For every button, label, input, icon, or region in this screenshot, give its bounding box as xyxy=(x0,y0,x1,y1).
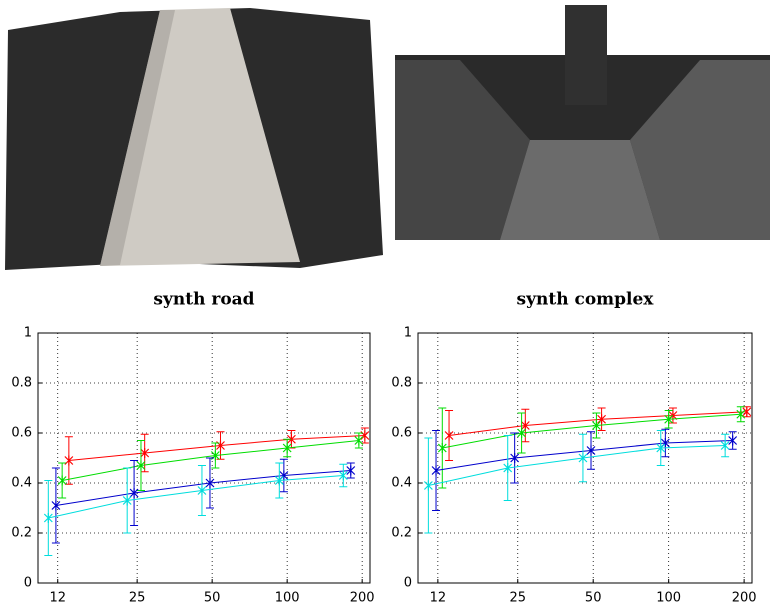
y-tick-label: 0.4 xyxy=(391,476,412,491)
y-tick-label: 1 xyxy=(24,326,32,341)
y-tick-label: 0 xyxy=(404,576,412,591)
x-tick-label: 50 xyxy=(585,591,602,606)
road-image xyxy=(5,5,383,270)
complex-image xyxy=(395,5,770,240)
x-tick-label: 100 xyxy=(656,591,681,606)
y-tick-label: 1 xyxy=(404,326,412,341)
x-tick-label: 50 xyxy=(204,591,221,606)
x-tick-label: 12 xyxy=(430,591,447,606)
figure: synth road 0 0.2 0.4 0.6 0.8 1 12 25 50 100 200 synt… xyxy=(0,0,775,608)
y-tick-label: 0.8 xyxy=(391,376,412,391)
plot-area xyxy=(38,333,370,583)
x-tick-label: 100 xyxy=(275,591,300,606)
x-tick-label: 25 xyxy=(129,591,146,606)
y-tick-label: 0.8 xyxy=(11,376,32,391)
x-tick-label: 12 xyxy=(49,591,66,606)
x-tick-label: 200 xyxy=(350,591,375,606)
y-tick-label: 0.6 xyxy=(391,426,412,441)
chart-title: synth complex xyxy=(517,290,655,310)
x-tick-label: 25 xyxy=(509,591,526,606)
chart-title: synth road xyxy=(153,290,254,310)
y-tick-label: 0.2 xyxy=(11,526,32,541)
y-tick-label: 0.2 xyxy=(391,526,412,541)
x-tick-label: 200 xyxy=(732,591,757,606)
y-tick-label: 0.6 xyxy=(11,426,32,441)
y-tick-label: 0 xyxy=(24,576,32,591)
y-tick-label: 0.4 xyxy=(11,476,32,491)
